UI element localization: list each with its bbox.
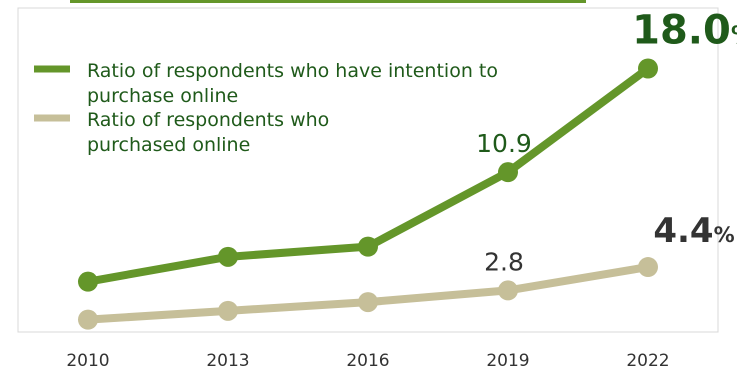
x-tick-label-2022: 2022 — [626, 351, 669, 371]
series-1-point-2010 — [78, 271, 98, 292]
x-tick-label-2010: 2010 — [66, 351, 109, 371]
value-label-2019-series-2: 2.8 — [484, 247, 524, 276]
series-1-point-2022 — [638, 58, 658, 79]
legend-label-2-line-2: purchased online — [87, 134, 250, 156]
legend-label-1-line-1: Ratio of respondents who have intention … — [87, 60, 498, 82]
series-1-point-2016 — [358, 236, 378, 257]
plot-frame — [17, 7, 719, 333]
value-label-2019-series-1: 10.9 — [476, 129, 532, 158]
x-tick-label-2013: 2013 — [206, 351, 249, 371]
series-1-point-2013 — [218, 246, 238, 267]
x-tick-label-2016: 2016 — [346, 351, 389, 371]
series-2-point-2019 — [498, 280, 518, 301]
legend-label-2-line-1: Ratio of respondents who — [87, 109, 329, 131]
series-2-point-2010 — [78, 309, 98, 330]
value-label-2022-series-1: 18.0% — [632, 8, 737, 54]
x-tick-label-2019: 2019 — [486, 351, 529, 371]
series-1-point-2019 — [498, 162, 518, 183]
series-2-point-2013 — [218, 300, 238, 321]
legend-label-1-line-2: purchase online — [87, 85, 238, 107]
series-2-point-2022 — [638, 257, 658, 278]
value-label-2022-series-2: 4.4% — [653, 211, 734, 251]
series-2-point-2016 — [358, 292, 378, 313]
